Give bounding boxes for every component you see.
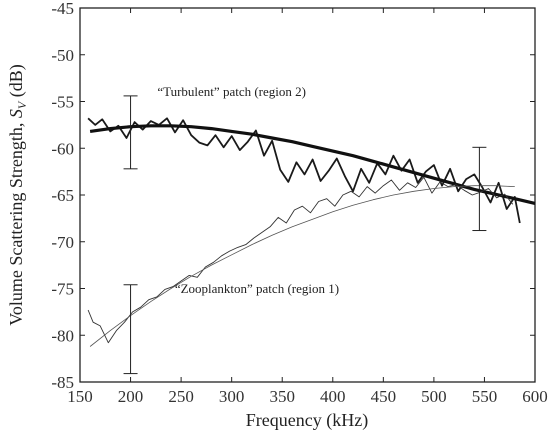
x-tick-label: 300	[219, 387, 245, 406]
error-bar-layer	[123, 95, 487, 375]
error-bar-1	[123, 284, 138, 375]
y-axis-label-suffix: (dB)	[6, 64, 27, 102]
plot-frame	[79, 7, 536, 383]
x-tick-label: 250	[168, 387, 194, 406]
y-tick-label: -45	[51, 0, 74, 18]
y-axis-label-subscript: V	[15, 100, 29, 109]
series-layer	[87, 117, 536, 347]
x-tick-label: 550	[472, 387, 498, 406]
x-tick-label: 600	[522, 387, 548, 406]
error-bar-2	[472, 146, 487, 232]
y-tick-label: -85	[51, 373, 74, 392]
error-bar-0	[123, 95, 138, 170]
annotation-0: “Turbulent” patch (region 2)	[157, 84, 306, 99]
x-tick-label: 450	[371, 387, 397, 406]
y-tick-label: -70	[51, 233, 74, 252]
y-tick-label: -60	[51, 139, 74, 158]
series-line-1	[89, 124, 536, 205]
y-axis-label-prefix: Volume Scattering Strength,	[6, 118, 26, 326]
y-tick-label: -65	[51, 186, 74, 205]
x-tick-label: 400	[320, 387, 346, 406]
x-axis-label: Frequency (kHz)	[246, 410, 368, 431]
annotation-1: “Zooplankton” patch (region 1)	[175, 281, 339, 296]
x-tick-label: 350	[269, 387, 295, 406]
y-tick-label: -50	[51, 46, 74, 65]
y-tick-label: -55	[51, 93, 74, 112]
x-tick-label: 500	[421, 387, 447, 406]
y-tick-label: -75	[51, 280, 74, 299]
x-tick-label: 150	[67, 387, 93, 406]
y-tick-label: -80	[51, 326, 74, 345]
y-axis-label-symbol: S	[6, 109, 26, 118]
x-tick-label: 200	[118, 387, 144, 406]
annotation-layer: “Turbulent” patch (region 2) “Zooplankton…	[157, 84, 339, 296]
series-line-3	[89, 185, 515, 347]
y-axis-label: Volume Scattering Strength, SV (dB)	[6, 64, 29, 326]
ticks-layer: 150 200 250 300 350 400 450 500 550 600 -45 -50 -55 -…	[51, 0, 547, 406]
series-line-2	[87, 176, 514, 344]
